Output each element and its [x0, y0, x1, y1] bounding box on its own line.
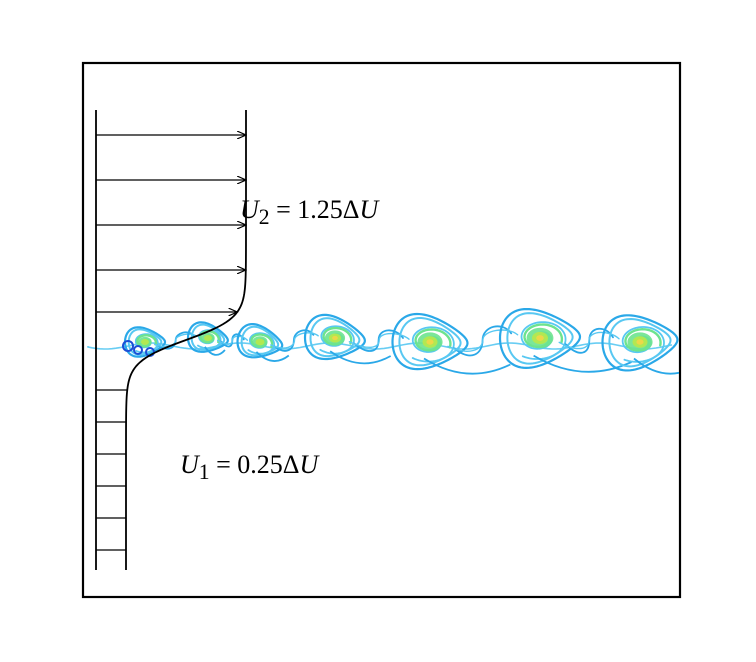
label-u1: U1 = 0.25ΔU	[180, 450, 318, 485]
vortex-street	[88, 309, 699, 374]
plot-frame	[83, 63, 680, 597]
label-u2: U2 = 1.25ΔU	[240, 195, 378, 230]
mixing-layer-diagram	[0, 0, 756, 662]
